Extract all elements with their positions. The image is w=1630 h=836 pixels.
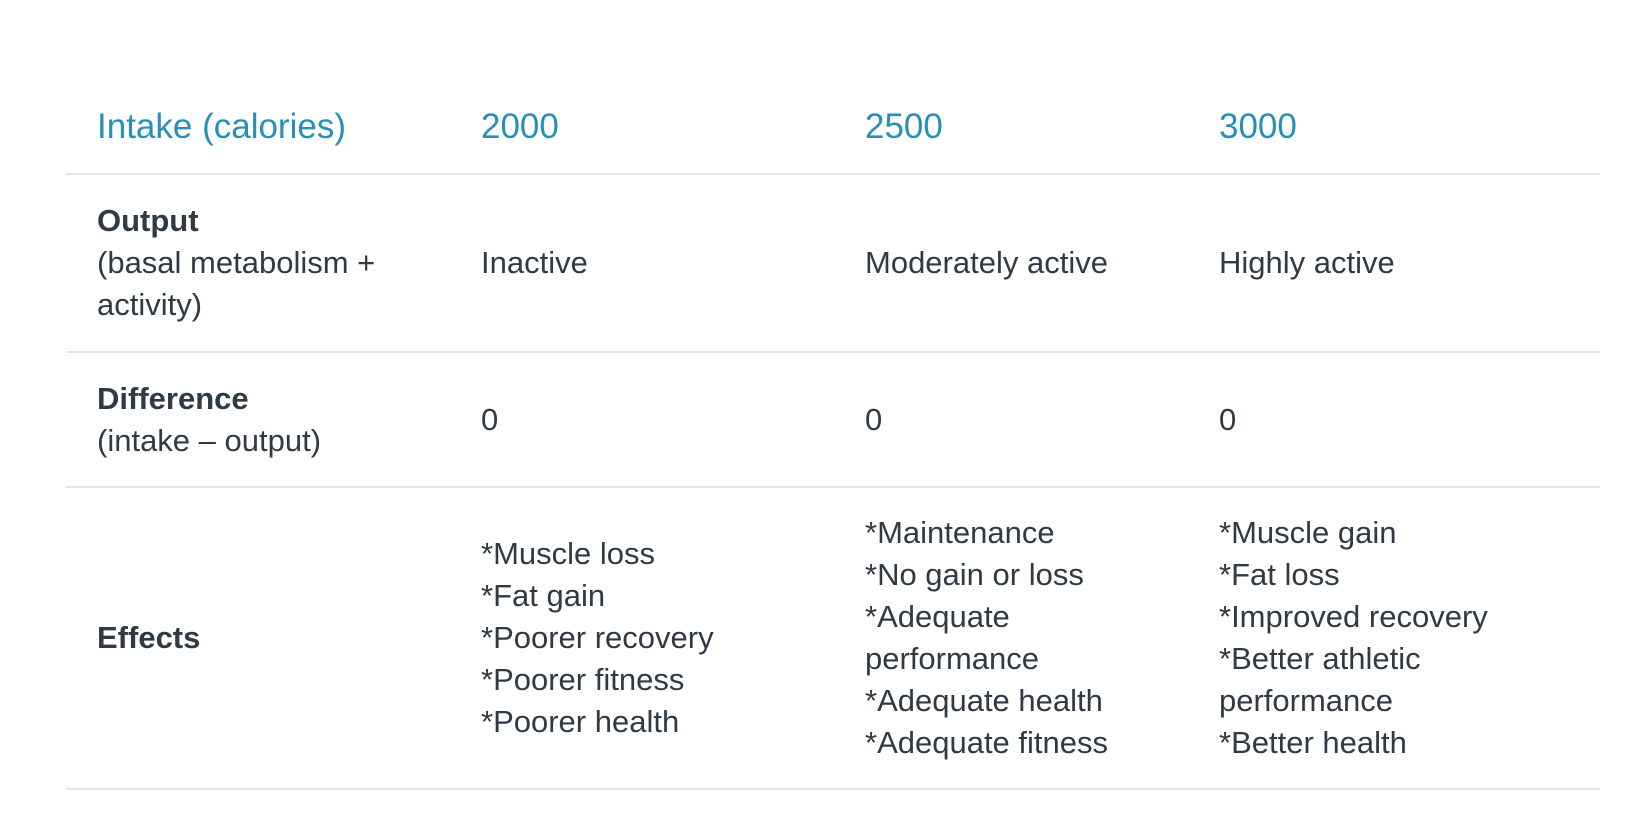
output-sublabel: (basal metabolism + activity) — [97, 245, 376, 322]
list-item: *Fat gain — [481, 578, 606, 613]
effects-list-2000: *Muscle loss *Fat gain *Poorer recovery … — [481, 533, 834, 743]
calorie-balance-table: Intake (calories) 2000 2500 3000 Output … — [66, 80, 1600, 790]
list-item: *Adequate fitness — [865, 725, 1109, 760]
effects-list-2500: *Maintenance *No gain or loss *Adequate … — [865, 512, 1188, 764]
row-label-output: Output (basal metabolism + activity) — [66, 174, 450, 353]
row-label-difference: Difference (intake – output) — [66, 352, 450, 488]
difference-label: Difference — [97, 380, 249, 416]
list-item: *Adequate health — [865, 683, 1103, 718]
header-col-3000: 3000 — [1188, 80, 1600, 175]
effects-list-3000: *Muscle gain *Fat loss *Improved recover… — [1219, 512, 1600, 764]
header-col-2000: 2000 — [450, 80, 834, 175]
effects-label: Effects — [97, 620, 201, 655]
list-item: *Muscle loss — [481, 536, 655, 571]
difference-cell-2000: 0 — [450, 352, 834, 488]
header-row-label: Intake (calories) — [66, 80, 450, 175]
table-header-row: Intake (calories) 2000 2500 3000 — [66, 80, 1600, 175]
list-item: *Maintenance — [865, 515, 1055, 550]
header-col-2500: 2500 — [834, 80, 1188, 175]
difference-cell-3000: 0 — [1188, 352, 1600, 488]
list-item: *Fat loss — [1219, 557, 1340, 592]
effects-cell-2000: *Muscle loss *Fat gain *Poorer recovery … — [450, 487, 834, 790]
list-item: *Better health — [1219, 725, 1407, 760]
list-item: *Poorer recovery — [481, 620, 714, 655]
table-row-effects: Effects *Muscle loss *Fat gain *Poorer r… — [66, 487, 1600, 790]
difference-sublabel: (intake – output) — [97, 422, 322, 458]
effects-cell-2500: *Maintenance *No gain or loss *Adequate … — [834, 487, 1188, 790]
output-label: Output — [97, 203, 199, 238]
output-cell-2000: Inactive — [450, 174, 834, 353]
difference-cell-2500: 0 — [834, 352, 1188, 488]
output-cell-3000: Highly active — [1188, 174, 1600, 353]
output-cell-2500: Moderately active — [834, 174, 1188, 353]
row-label-effects: Effects — [66, 487, 450, 790]
effects-cell-3000: *Muscle gain *Fat loss *Improved recover… — [1188, 487, 1600, 790]
list-item: *Adequate performance — [865, 599, 1040, 676]
list-item: *Poorer fitness — [481, 662, 685, 697]
list-item: *No gain or loss — [865, 557, 1084, 592]
list-item: *Better athletic performance — [1219, 641, 1421, 718]
list-item: *Improved recovery — [1219, 599, 1488, 634]
list-item: *Muscle gain — [1219, 515, 1397, 550]
table-row-output: Output (basal metabolism + activity) Ina… — [66, 174, 1600, 353]
table-row-difference: Difference (intake – output) 0 0 0 — [66, 352, 1600, 488]
list-item: *Poorer health — [481, 704, 680, 739]
